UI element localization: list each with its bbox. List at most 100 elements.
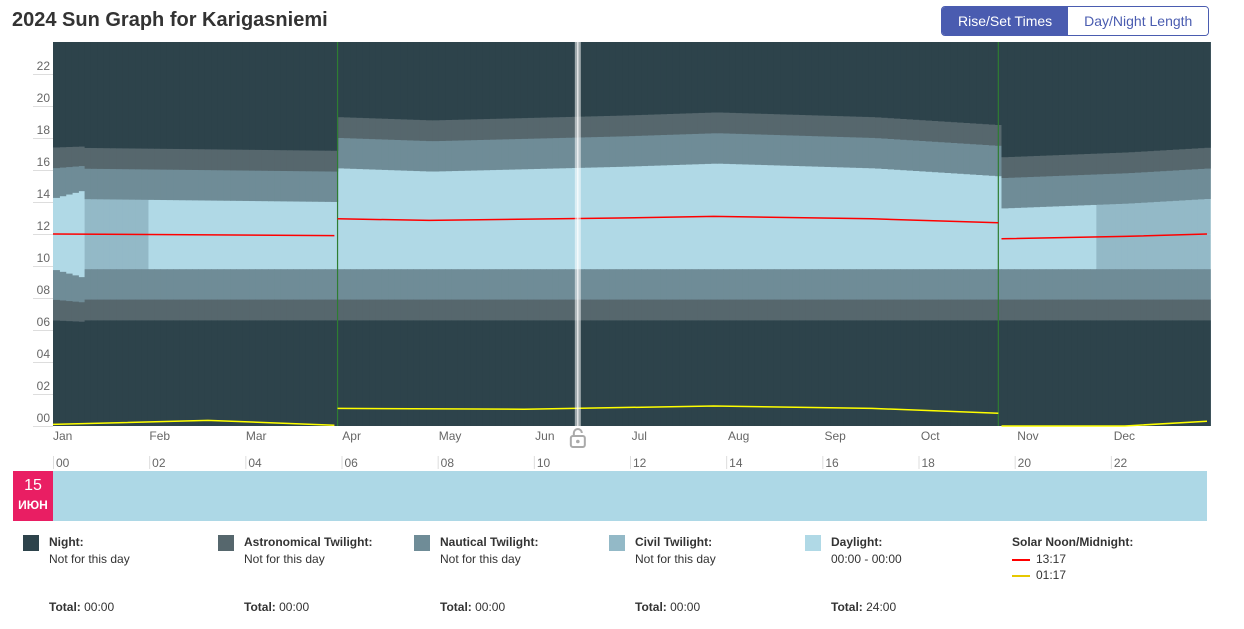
night-band-segment (830, 320, 838, 426)
night-band-segment (438, 42, 446, 121)
night-band-segment (552, 320, 560, 426)
night-band-segment (634, 320, 642, 426)
month-label: Dec (1114, 429, 1135, 443)
night-band-segment (280, 320, 288, 426)
night-band-segment (672, 320, 680, 426)
rise-set-times-button[interactable]: Rise/Set Times (942, 7, 1069, 35)
night-band-segment (1020, 320, 1028, 426)
night-band-segment (856, 320, 863, 426)
legend-total: Total: 00:00 (244, 600, 309, 614)
night-band-segment (754, 320, 762, 426)
night-band-segment (438, 320, 446, 426)
y-tick-label: 02 (37, 379, 51, 393)
night-band-segment (1165, 42, 1173, 150)
night-band-segment (445, 320, 452, 426)
day-night-length-button[interactable]: Day/Night Length (1068, 7, 1209, 35)
night-band-segment (773, 320, 781, 426)
night-band-segment (596, 320, 604, 426)
legend-total-value: 00:00 (84, 600, 115, 614)
night-band-segment (1033, 42, 1041, 156)
night-band-segment (185, 42, 193, 150)
hour-label: 00 (56, 456, 70, 470)
night-band-segment (849, 320, 857, 426)
month-label: Apr (342, 429, 361, 443)
night-band-segment (299, 42, 307, 151)
legend-swatch (414, 535, 430, 551)
solar-midnight-line (1001, 420, 1208, 427)
night-band-segment (1058, 320, 1066, 426)
solar-midnight-row: 01:17 (1012, 568, 1066, 582)
night-band-segment (400, 42, 408, 120)
night-band-segment (811, 320, 819, 426)
night-band-segment (482, 42, 490, 120)
y-tick-label: 10 (37, 251, 51, 265)
night-band-segment (122, 42, 130, 149)
night-band-segment (160, 320, 168, 426)
night-band-segment (881, 42, 889, 118)
legend-detail: Not for this day (635, 552, 716, 566)
night-band-segment (1121, 320, 1129, 426)
night-band-segment (217, 42, 225, 150)
night-band-segment (805, 320, 813, 426)
night-band-segment (533, 320, 541, 426)
night-band-segment (103, 42, 111, 149)
night-band-segment (950, 320, 958, 426)
night-band-segment (432, 42, 440, 121)
sun-graph-chart[interactable]: 00 02 04 06 08 10 12 14 16 18 20 22 Jan Feb Mar Apr May J… (0, 0, 1244, 470)
night-band-segment (622, 320, 630, 426)
night-band-segment (539, 320, 547, 426)
night-band-segment (1153, 42, 1161, 151)
hour-label: 14 (729, 456, 743, 470)
y-tick-label: 04 (37, 347, 51, 361)
night-band-segment (1083, 42, 1091, 154)
night-band-segment (413, 42, 421, 120)
night-band-segment (1064, 42, 1072, 155)
legend-name: Civil Twilight: (635, 535, 713, 549)
night-band-segment (426, 42, 433, 121)
night-band-segment (824, 42, 832, 116)
night-band-segment (982, 320, 990, 426)
night-band-segment (697, 42, 705, 113)
night-band-segment (944, 42, 952, 122)
night-band-segment (470, 320, 478, 426)
night-band-segment (65, 42, 73, 148)
night-band-segment (141, 42, 149, 149)
night-band-segment (350, 42, 358, 118)
night-band-segment (742, 42, 750, 114)
selected-day-bar (53, 471, 1207, 521)
night-band-segment (647, 320, 655, 426)
night-band-segment (862, 42, 870, 117)
night-band-segment (426, 320, 433, 426)
legend-total-value: 00:00 (475, 600, 506, 614)
solar-midnight-line (52, 419, 335, 426)
night-band-segment (1096, 42, 1104, 154)
night-band-segment (1020, 42, 1028, 157)
month-label: Jul (632, 429, 647, 443)
night-band-segment (1045, 320, 1053, 426)
night-band-segment (1115, 320, 1123, 426)
night-band-segment (1140, 320, 1148, 426)
night-band-segment (565, 42, 573, 117)
night-band-segment (1102, 320, 1110, 426)
night-band-segment (198, 42, 206, 150)
night-band-segment (501, 42, 509, 119)
night-band-segment (78, 42, 86, 147)
night-band-segment (710, 42, 718, 113)
night-band-segment (824, 320, 832, 426)
night-band-segment (1108, 42, 1116, 154)
night-band-segment (660, 320, 667, 426)
night-band-segment (1172, 320, 1180, 426)
night-band-segment (754, 42, 762, 114)
night-band-segment (1191, 320, 1199, 426)
night-band-segment (476, 42, 484, 120)
night-band-segment (299, 320, 307, 426)
night-band-segment (400, 320, 408, 426)
month-label: Nov (1017, 429, 1038, 443)
night-band-segment (78, 321, 86, 426)
night-band-segment (710, 320, 718, 426)
night-band-segment (464, 42, 471, 120)
night-band-segment (868, 42, 876, 118)
night-band-segment (950, 42, 958, 123)
night-band-segment (577, 42, 585, 117)
night-band-segment (1039, 42, 1047, 156)
